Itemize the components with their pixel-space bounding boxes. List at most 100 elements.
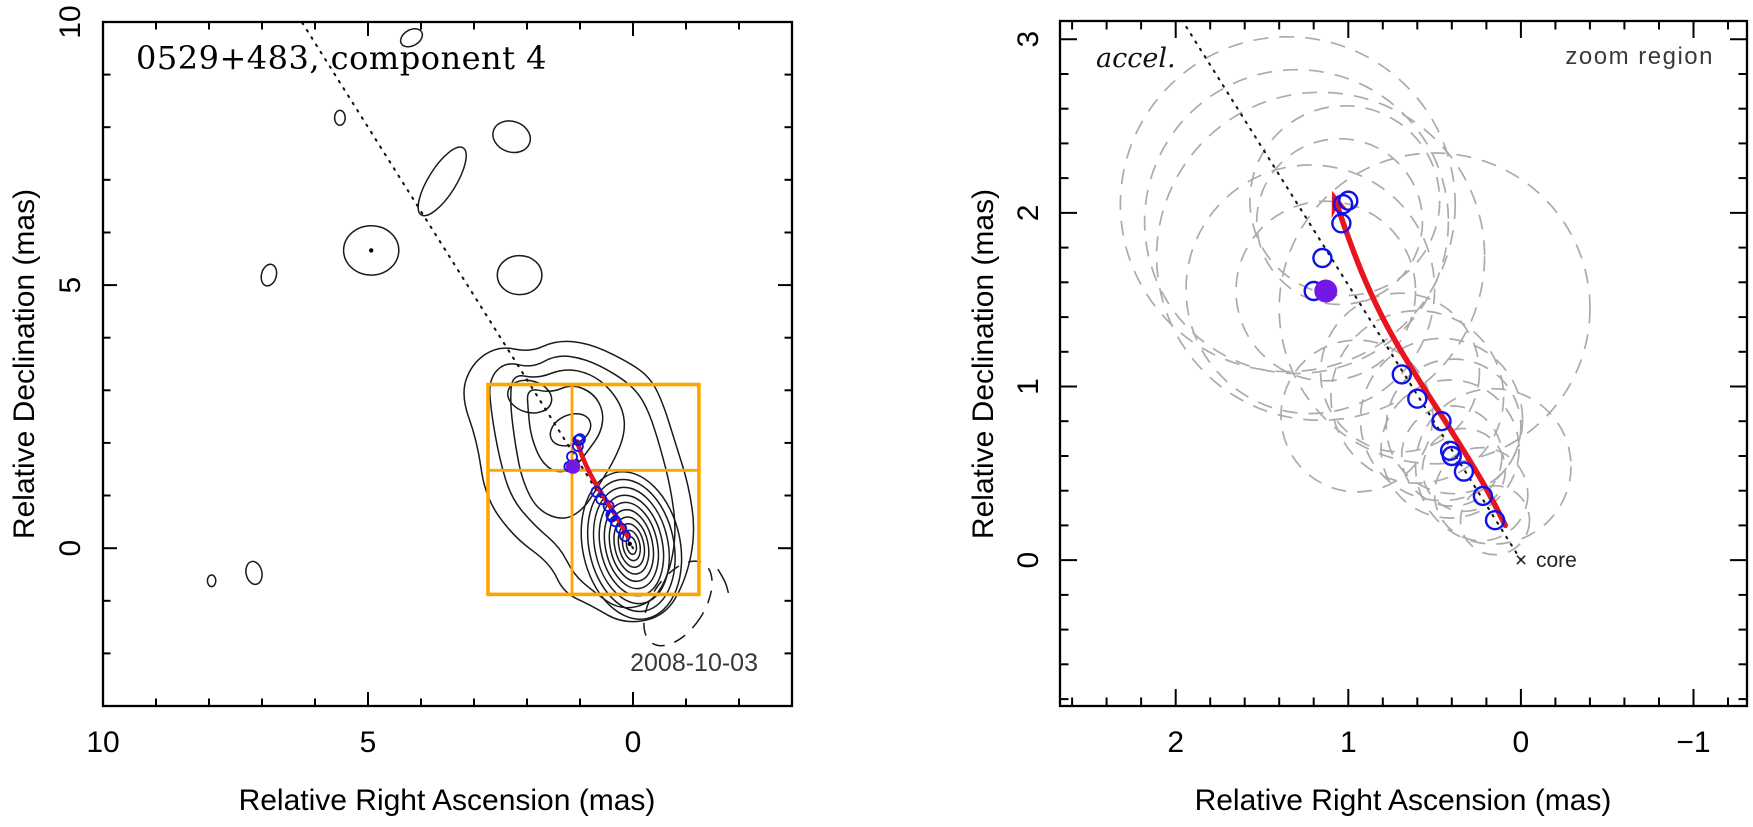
noise-blob-contour <box>260 263 278 287</box>
component-marker <box>615 522 628 535</box>
core-contour-ellipse <box>580 470 683 621</box>
left-y-axis-title: Relative Declination (mas) <box>8 189 41 539</box>
component-marker <box>1431 411 1452 432</box>
jet-axis-dotted-line <box>1181 19 1522 562</box>
component-marker <box>1407 388 1428 409</box>
component-size-circle <box>1155 91 1486 422</box>
y-tick-label: 3 <box>1012 31 1045 48</box>
component-marker-filled <box>565 459 581 474</box>
core-x-marker: × <box>1515 549 1527 572</box>
noise-blob-contour <box>399 28 424 48</box>
component-size-circle <box>1235 200 1417 382</box>
right-x-axis-title: Relative Right Ascension (mas) <box>1195 784 1612 817</box>
x-tick-label: 1 <box>1340 726 1357 759</box>
component-marker <box>1332 193 1354 215</box>
component-marker <box>572 440 584 453</box>
y-tick-label: 10 <box>54 5 87 38</box>
component-marker <box>1484 510 1506 531</box>
component-marker <box>590 485 603 498</box>
component-size-circle <box>1143 68 1450 375</box>
component-size-circle <box>1185 164 1436 415</box>
component-size-circle <box>1359 337 1524 502</box>
component-marker <box>574 433 586 446</box>
noise-blob-contour <box>417 146 467 217</box>
epoch-date: 2008-10-03 <box>630 649 758 677</box>
noise-blob-contour <box>342 224 400 276</box>
noise-blob-contour <box>245 560 263 586</box>
jet-contour-line <box>507 379 553 414</box>
noise-blob-contour <box>492 120 532 154</box>
y-tick-label: 1 <box>1012 378 1045 395</box>
core-contour-ellipse <box>603 501 660 590</box>
component-marker <box>602 500 615 513</box>
component-marker <box>1472 485 1494 507</box>
component-size-circle <box>1255 137 1424 306</box>
component-size-circle <box>1433 446 1529 542</box>
component-size-circle <box>1278 152 1591 465</box>
right-overlays <box>1181 19 1522 562</box>
y-tick-label: 0 <box>54 540 87 557</box>
component-size-circle <box>1119 35 1457 373</box>
component-size-circle <box>1414 387 1572 545</box>
x-tick-label: −1 <box>1676 726 1710 759</box>
component-marker <box>1338 190 1359 211</box>
trajectory-curve <box>1335 204 1509 529</box>
x-tick-label: 2 <box>1167 726 1184 759</box>
axis-frame <box>1058 19 1749 708</box>
component-size-circle <box>1319 292 1481 453</box>
left-axes: 10 5 0 0 5 10 <box>54 5 794 759</box>
contour-peak-dot <box>369 248 374 253</box>
x-tick-label: 5 <box>360 726 377 759</box>
component-marker <box>1453 461 1475 482</box>
noise-blob-contour <box>333 109 346 126</box>
left-contours <box>206 28 730 647</box>
core-annotation: × core <box>1515 549 1577 572</box>
component-marker <box>1391 364 1413 385</box>
y-tick-label: 5 <box>54 277 87 294</box>
negative-contour-dashed <box>643 560 713 647</box>
core-contour-ellipse <box>608 508 655 583</box>
jet-contour-line <box>510 369 626 519</box>
right-y-axis-title: Relative Declination (mas) <box>967 189 1000 539</box>
component-size-circle <box>1400 405 1503 507</box>
core-contour-ellipse <box>613 516 650 575</box>
zoom-region-box <box>486 382 701 597</box>
y-tick-label: 0 <box>1012 552 1045 569</box>
axis-frame <box>101 20 794 708</box>
noise-blob-contour <box>496 254 543 296</box>
component-marker <box>1312 247 1333 269</box>
left-overlays <box>300 20 701 597</box>
core-contour-ellipse <box>621 529 642 562</box>
noise-blob-contour <box>206 574 217 588</box>
y-tick-label: 2 <box>1012 205 1045 222</box>
component-marker-filled <box>1314 279 1338 303</box>
component-size-circle <box>1385 358 1522 495</box>
contour-fragment <box>717 568 730 594</box>
x-tick-label: 10 <box>86 726 119 759</box>
accel-label: accel. <box>1096 43 1176 74</box>
core-contour-ellipse <box>617 522 646 569</box>
left-panel: 10 5 0 0 5 10 0529+483, component 4 2008-10-0… <box>8 5 794 817</box>
jet-contour-line <box>526 385 604 473</box>
left-x-axis-title: Relative Right Ascension (mas) <box>239 784 656 817</box>
jet-contour-line <box>489 355 676 609</box>
right-size-circles <box>1119 35 1591 556</box>
right-panel: 2 1 0 −1 0 1 2 3 accel. zoom region × core Rela… <box>967 19 1749 817</box>
component-marker <box>1439 440 1461 461</box>
x-tick-label: 0 <box>1513 726 1530 759</box>
component-marker <box>572 434 585 447</box>
jet-axis-dotted-line <box>300 20 635 550</box>
component-size-circle <box>1459 484 1531 556</box>
contour-peak-dot <box>627 541 632 547</box>
zoom-region-label: zoom region <box>1565 43 1714 70</box>
component-size-circle <box>1330 309 1505 485</box>
right-axes: 2 1 0 −1 0 1 2 3 <box>1012 19 1749 759</box>
core-label: core <box>1536 549 1577 572</box>
core-contour-ellipse <box>592 486 670 605</box>
component-marker <box>1331 213 1352 234</box>
jet-contour-line <box>549 412 592 447</box>
x-tick-label: 0 <box>625 726 642 759</box>
panel-title: 0529+483, component 4 <box>136 39 547 77</box>
